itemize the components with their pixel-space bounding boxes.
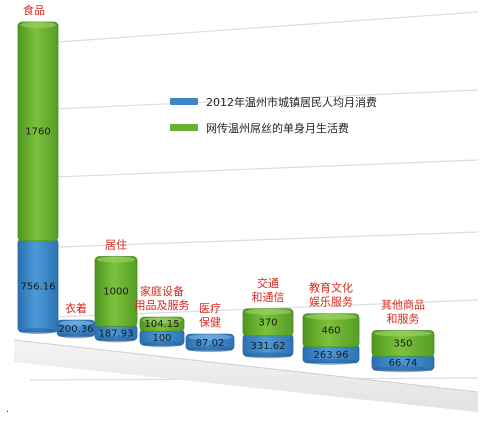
value-label-blue-1: 756.16 xyxy=(21,281,56,292)
category-label-6-line-2: 和通信 xyxy=(252,291,285,304)
bar-top-2 xyxy=(59,320,93,327)
floor xyxy=(14,340,478,412)
legend: 2012年温州市城镇居民人均月消费 网传温州屌丝的单身月生活费 xyxy=(170,95,377,135)
bar-base-7 xyxy=(304,358,358,365)
grid-line-2 xyxy=(29,89,479,111)
bar-top-7 xyxy=(305,313,357,320)
bar-top-8 xyxy=(374,330,432,337)
value-label-green-7: 460 xyxy=(321,325,340,336)
bar-top-5 xyxy=(188,334,232,341)
category-label-7-line-1: 教育文化 xyxy=(309,281,353,295)
bar-top-6 xyxy=(245,308,291,315)
bar-top-4 xyxy=(142,317,182,324)
category-label-7-line-2: 娱乐服务 xyxy=(309,295,353,309)
bar-base-3 xyxy=(96,336,136,343)
grid-line-3 xyxy=(29,159,479,179)
value-label-green-6: 370 xyxy=(258,317,277,328)
value-label-blue-2: 200.36 xyxy=(59,324,94,335)
legend-label-2: 网传温州屌丝的单身月生活费 xyxy=(206,121,349,135)
value-label-blue-6: 331.62 xyxy=(251,341,286,352)
value-label-green-1: 1760 xyxy=(25,126,50,137)
category-label-2: 衣着 xyxy=(65,301,87,315)
category-label-6-line-1: 交通 xyxy=(257,276,279,290)
category-label-5-line-1: 医疗 xyxy=(199,301,221,315)
value-label-blue-5: 87.02 xyxy=(196,338,225,349)
grid-line-4 xyxy=(29,231,479,249)
value-label-green-4: 104.15 xyxy=(145,319,180,330)
legend-label-1: 2012年温州市城镇居民人均月消费 xyxy=(206,95,377,109)
bar-base-6 xyxy=(244,352,292,359)
category-label-5-line-2: 保健 xyxy=(199,315,221,329)
corner-dot: . xyxy=(6,404,9,415)
bar-base-8 xyxy=(373,366,433,373)
legend-swatch-green xyxy=(170,124,198,131)
value-label-green-3: 1000 xyxy=(103,286,128,297)
category-label-3: 居住 xyxy=(105,238,127,252)
category-label-1: 食品 xyxy=(23,3,45,17)
bar-top-3 xyxy=(97,256,135,263)
bar-base-2 xyxy=(58,332,94,339)
category-label-4-line-2: 用品及服务 xyxy=(135,299,190,312)
floor-edge xyxy=(13,339,479,393)
value-label-green-8: 350 xyxy=(393,338,412,349)
value-label-blue-8: 66.74 xyxy=(389,358,418,369)
bar-base-1 xyxy=(19,328,57,334)
legend-swatch-blue xyxy=(170,98,198,105)
value-label-blue-7: 263.96 xyxy=(314,350,349,361)
bar-base-5 xyxy=(187,346,233,353)
category-label-4-line-1: 家庭设备 xyxy=(140,284,184,298)
value-label-blue-4: 100 xyxy=(152,333,171,344)
bar-top-1 xyxy=(20,22,56,28)
value-label-blue-3: 187.93 xyxy=(99,328,134,339)
grid-line-1 xyxy=(29,11,479,45)
bar-base-4 xyxy=(141,341,183,348)
category-label-8-line-2: 和服务 xyxy=(387,313,420,326)
category-label-8-line-1: 其他商品 xyxy=(381,298,425,312)
